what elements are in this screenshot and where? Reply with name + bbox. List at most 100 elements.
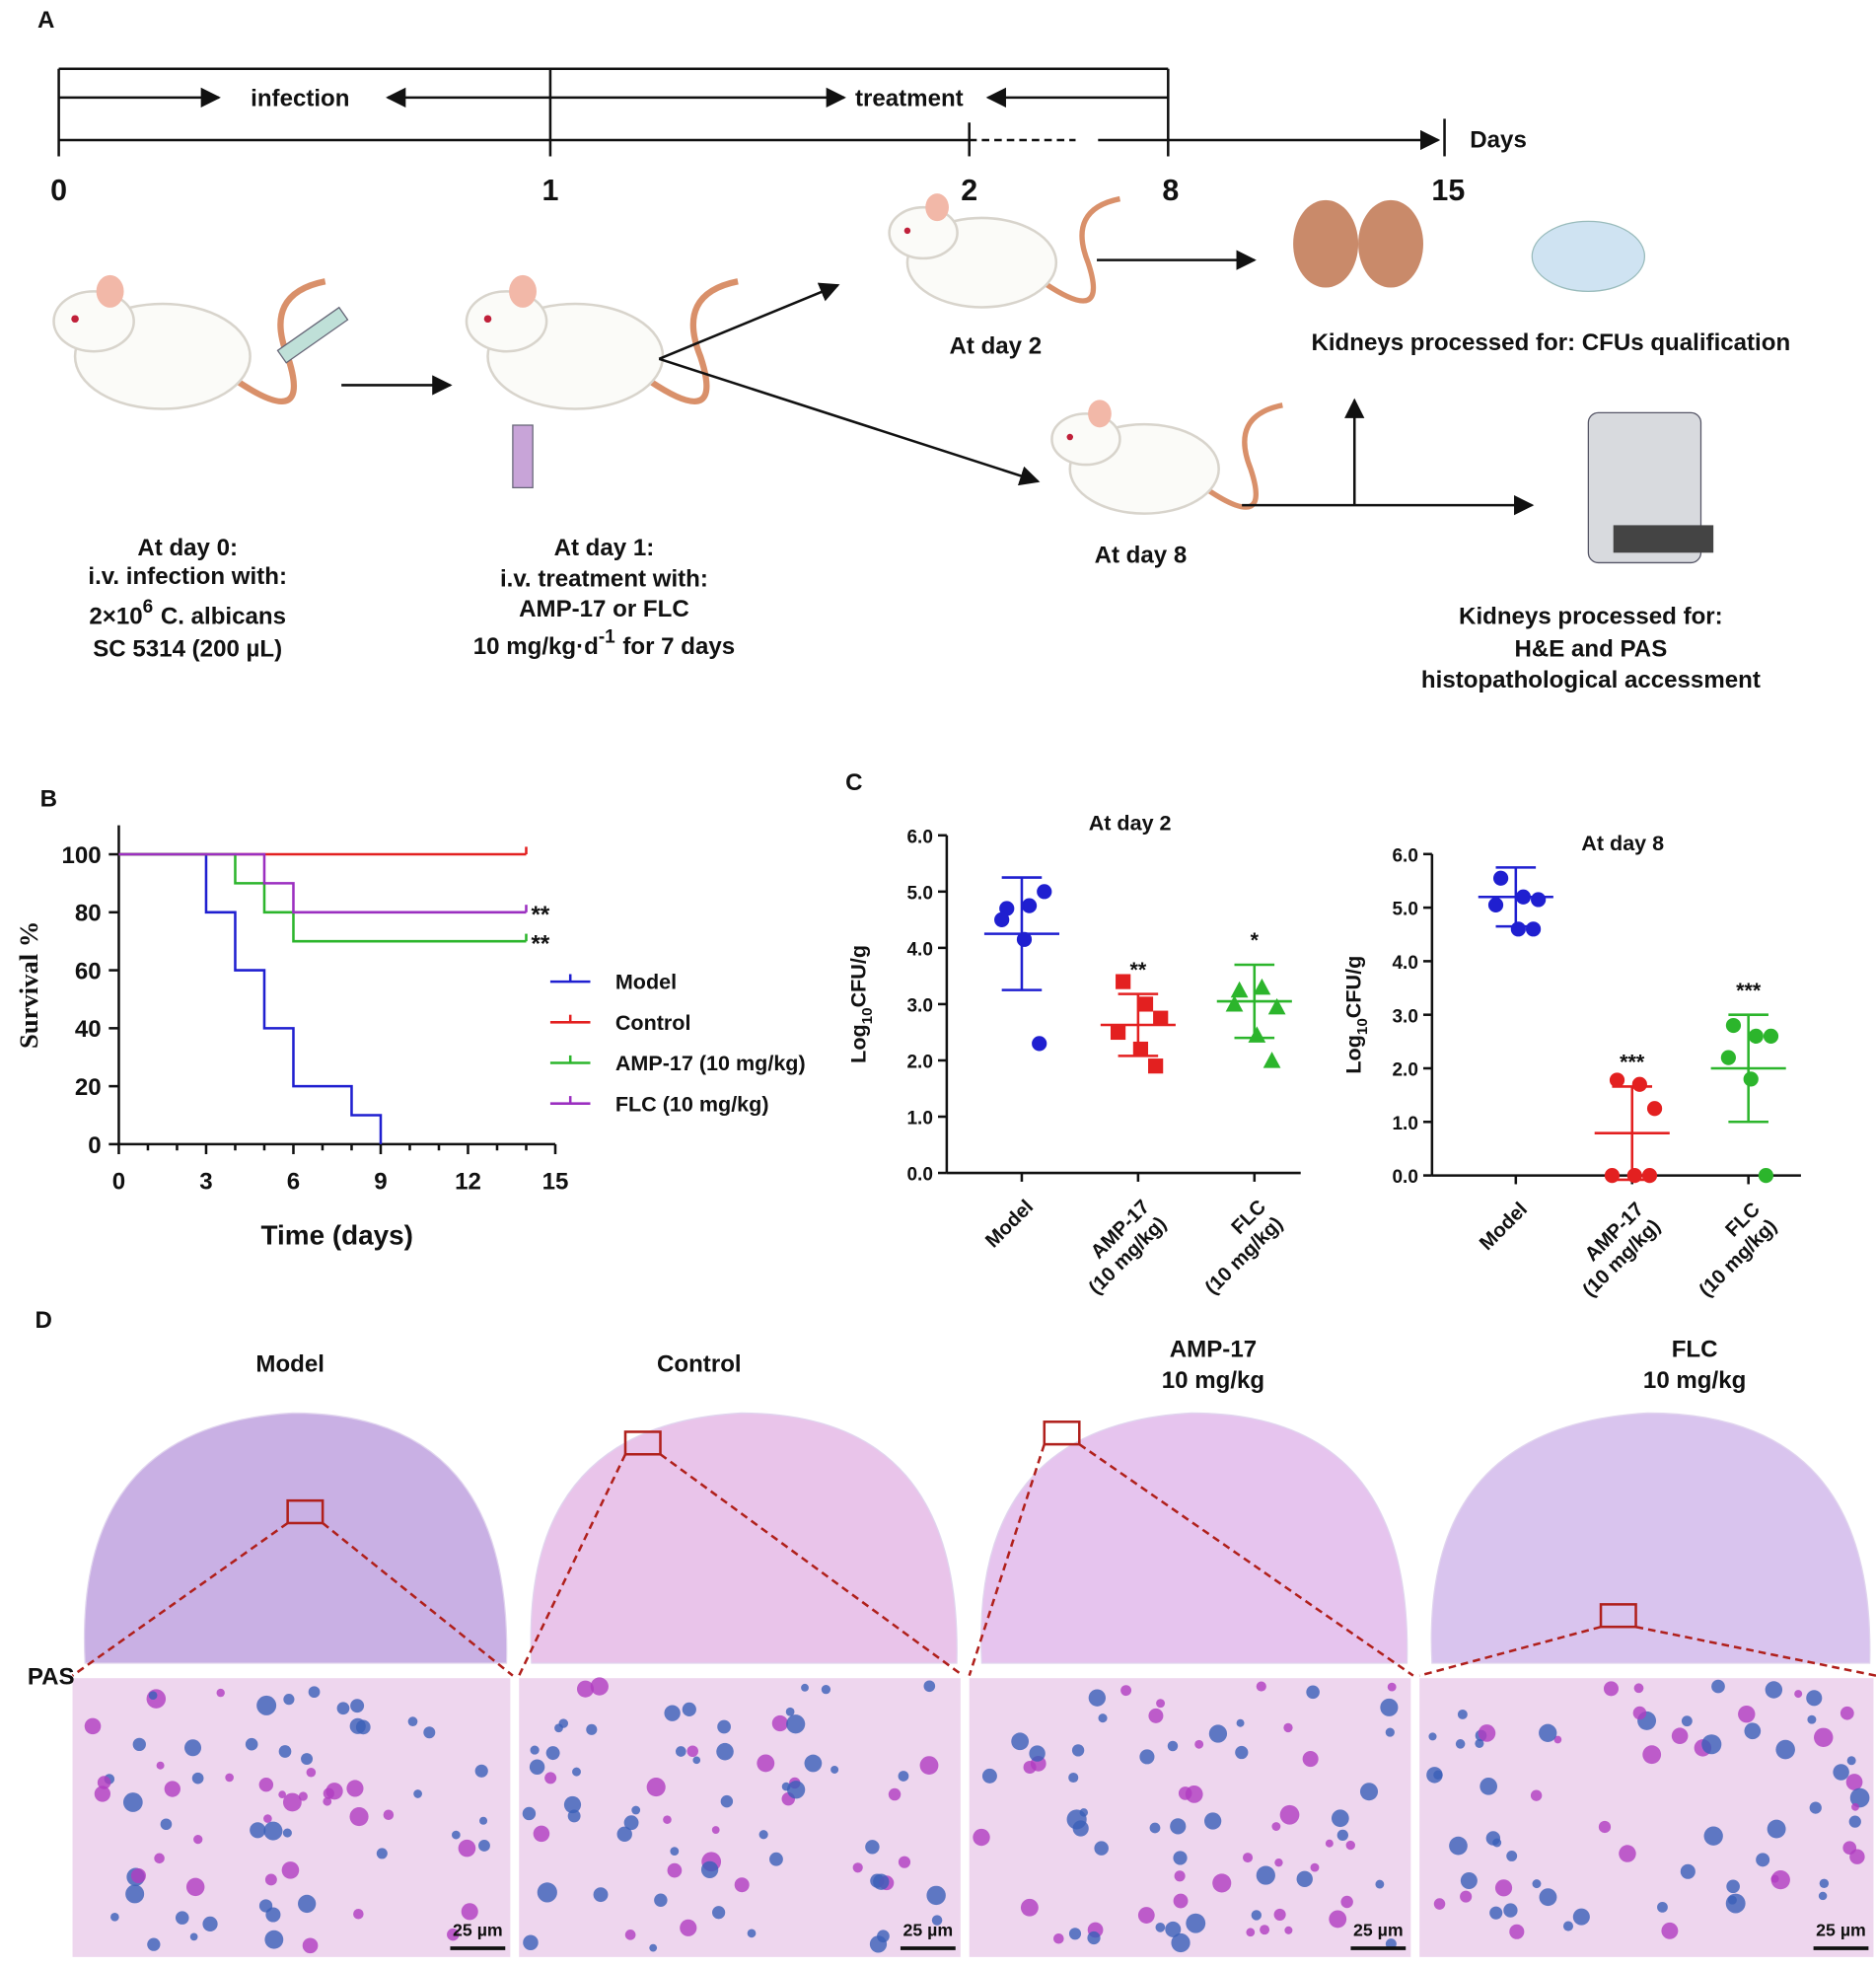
- day-tick: 15: [1431, 174, 1465, 207]
- data-point: [1110, 1024, 1126, 1041]
- nucleus: [664, 1705, 681, 1721]
- nucleus: [1770, 1874, 1779, 1883]
- step-label: AMP-17 or FLC: [519, 596, 689, 622]
- nucleus: [1562, 1921, 1574, 1931]
- nucleus: [624, 1930, 636, 1940]
- data-point: [1492, 870, 1509, 886]
- nucleus: [1088, 1689, 1106, 1707]
- nucleus: [1251, 1910, 1262, 1921]
- nucleus: [225, 1773, 234, 1783]
- kidney-section: [83, 1412, 508, 1664]
- nucleus: [590, 1677, 609, 1696]
- nucleus: [1310, 1862, 1320, 1872]
- nucleus: [898, 1856, 911, 1868]
- nucleus: [1819, 1878, 1830, 1889]
- nucleus: [821, 1685, 831, 1695]
- nucleus: [1460, 1890, 1473, 1903]
- y-tick-label: 3.0: [907, 996, 933, 1017]
- y-tick-label: 3.0: [1392, 1006, 1417, 1027]
- nucleus: [447, 1928, 460, 1941]
- nucleus: [686, 1745, 698, 1758]
- nucleus: [1242, 1853, 1254, 1863]
- nucleus: [350, 1699, 365, 1713]
- nucleus: [1849, 1849, 1865, 1864]
- x-tick-label: AMP-17(10 mg/kg): [1562, 1199, 1665, 1301]
- nucleus: [533, 1825, 550, 1843]
- nucleus: [1173, 1851, 1188, 1865]
- nucleus: [1331, 1809, 1349, 1828]
- label-part: 10: [1354, 1018, 1371, 1035]
- nucleus: [376, 1848, 388, 1859]
- nucleus: [926, 1885, 946, 1906]
- x-tick-label: Model: [981, 1197, 1038, 1253]
- nucleus: [1194, 1739, 1204, 1749]
- legend-label: Model: [615, 970, 677, 994]
- zoom-box: [1043, 1421, 1081, 1446]
- nucleus: [1274, 1858, 1283, 1867]
- nucleus: [1066, 1809, 1087, 1830]
- x-tick-label: 3: [199, 1169, 212, 1196]
- mouse-head: [888, 205, 959, 260]
- survival-line: [118, 852, 527, 943]
- kidney-section: [530, 1412, 958, 1664]
- nucleus: [769, 1852, 783, 1866]
- zoom-line: [1418, 1625, 1602, 1677]
- data-point: [1263, 1052, 1281, 1068]
- mouse-ear: [509, 274, 537, 308]
- y-tick-label: 1.0: [907, 1109, 933, 1129]
- data-point: [1032, 1036, 1047, 1052]
- nucleus: [383, 1809, 395, 1821]
- nucleus: [353, 1909, 364, 1920]
- nucleus: [1208, 1724, 1228, 1743]
- nucleus: [877, 1930, 890, 1943]
- nucleus: [346, 1780, 364, 1797]
- unit-label: Days: [1470, 127, 1527, 154]
- nucleus: [282, 1792, 302, 1812]
- nucleus: [478, 1840, 490, 1852]
- nucleus: [264, 1930, 284, 1949]
- nucleus: [452, 1830, 461, 1840]
- data-point: [1132, 1041, 1149, 1057]
- nucleus: [1283, 1722, 1293, 1733]
- nucleus: [873, 1873, 890, 1890]
- nucleus: [1725, 1893, 1746, 1914]
- nucleus: [278, 1745, 292, 1758]
- scale-bar-label: 25 µm: [1816, 1920, 1866, 1939]
- nucleus: [623, 1815, 639, 1831]
- y-tick-label: 0.0: [907, 1165, 933, 1186]
- x-tick-label: FLC(10 mg/kg): [1679, 1199, 1782, 1301]
- nucleus: [717, 1719, 731, 1734]
- data-point: [1763, 1028, 1779, 1045]
- nucleus: [154, 1853, 165, 1864]
- nucleus: [1260, 1925, 1270, 1935]
- zoom-line: [518, 1453, 627, 1677]
- nucleus: [1489, 1906, 1503, 1920]
- nucleus: [1633, 1683, 1644, 1694]
- nucleus: [804, 1754, 823, 1773]
- nucleus: [263, 1814, 272, 1823]
- nucleus: [1506, 1851, 1518, 1861]
- nucleus: [184, 1739, 202, 1757]
- y-axis-title: Survival %: [14, 921, 43, 1049]
- group-title: 10 mg/kg: [1643, 1367, 1746, 1394]
- nucleus: [1727, 1895, 1737, 1905]
- nucleus: [1767, 1819, 1786, 1839]
- zoom-line: [1635, 1625, 1876, 1677]
- nucleus: [1273, 1908, 1286, 1921]
- nucleus: [667, 1862, 683, 1878]
- nucleus: [1642, 1745, 1662, 1765]
- nucleus: [712, 1906, 726, 1920]
- nucleus: [1087, 1931, 1101, 1945]
- nucleus: [692, 1756, 701, 1765]
- nucleus: [1532, 1879, 1542, 1889]
- nucleus: [852, 1862, 863, 1873]
- nucleus: [711, 1826, 720, 1834]
- data-point: [1248, 1026, 1266, 1043]
- nucleus: [1680, 1863, 1696, 1879]
- x-tick-label: AMP-17(10 mg/kg): [1068, 1197, 1171, 1299]
- nucleus: [1848, 1815, 1861, 1828]
- y-tick-label: 1.0: [1392, 1114, 1417, 1134]
- nucleus: [1455, 1739, 1466, 1749]
- nucleus: [302, 1937, 319, 1954]
- nucleus: [1807, 1714, 1817, 1724]
